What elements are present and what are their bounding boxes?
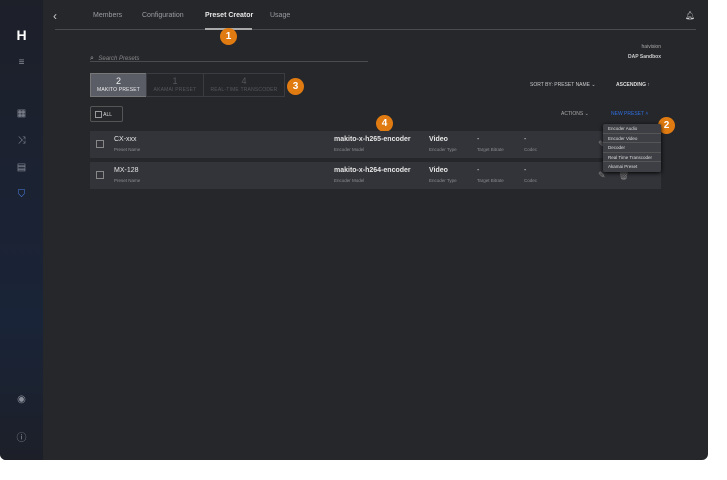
tab-configuration[interactable]: Configuration	[142, 12, 184, 19]
encoder-type: Video	[429, 136, 448, 143]
edit-icon[interactable]: ✎	[598, 139, 606, 149]
new-preset-button[interactable]: NEW PRESET ˄	[611, 111, 649, 117]
target-bitrate-label: Target Bitrate	[477, 147, 504, 152]
menu-item-decoder[interactable]: Decoder	[603, 143, 661, 153]
callout-1: 1	[220, 28, 237, 45]
tab-divider	[55, 29, 696, 30]
callout-3: 3	[287, 78, 304, 95]
row-checkbox[interactable]	[96, 140, 104, 148]
haivision-logo: H	[16, 27, 27, 43]
search-icon: ⌕	[90, 55, 94, 62]
encoder-model-label: Encoder Model	[334, 178, 365, 183]
org-name: haivision	[641, 44, 661, 50]
codec-label: Codec	[524, 147, 538, 152]
help-icon[interactable]: ⓘ	[16, 433, 27, 444]
menu-item-encoder-video[interactable]: Encoder Video	[603, 134, 661, 143]
codec: -	[524, 136, 527, 143]
preset-name: MX-128	[114, 167, 139, 174]
preset-name-label: Preset Name	[114, 178, 141, 183]
select-all-button[interactable]: ALL	[90, 106, 123, 122]
delete-icon[interactable]: 🗑︎	[618, 170, 630, 180]
search-input[interactable]: ⌕ Search Presets	[90, 47, 368, 62]
edit-icon[interactable]: ✎	[598, 170, 606, 180]
workspace-name: DAP Sandbox	[628, 54, 661, 60]
segment-makito-preset[interactable]: 2 MAKITO PRESET	[90, 73, 147, 97]
menu-item-real-time-transcoder[interactable]: Real Time Transcoder	[603, 153, 661, 162]
tab-usage[interactable]: Usage	[270, 12, 291, 19]
preset-name-label: Preset Name	[114, 147, 141, 152]
menu-icon[interactable]: ≡	[18, 57, 25, 68]
notification-bell-icon[interactable]: 🔔︎	[685, 11, 696, 20]
segment-real-time-transcoder[interactable]: 4 REAL-TIME TRANSCODER	[203, 73, 285, 97]
routes-icon[interactable]: ⤨	[17, 135, 26, 146]
storage-icon[interactable]: ▤	[16, 162, 27, 173]
actions-dropdown[interactable]: ACTIONS ⌄	[561, 111, 589, 117]
search-placeholder: Search Presets	[98, 56, 140, 62]
app-window: H ≡ ▦ ⤨ ▤ ⛉ ◉ ⓘ ‹ Members Configuration …	[0, 0, 708, 460]
target-bitrate-label: Target Bitrate	[477, 178, 504, 183]
target-bitrate: -	[477, 167, 480, 174]
new-preset-menu: Encoder Audio Encoder Video Decoder Real…	[603, 124, 661, 172]
row-checkbox[interactable]	[96, 171, 104, 179]
encoder-model-label: Encoder Model	[334, 147, 365, 152]
shield-icon[interactable]: ⛉	[17, 189, 26, 200]
tab-members[interactable]: Members	[93, 12, 123, 19]
encoder-model: makito-x-h264-encoder	[334, 167, 411, 174]
encoder-type-label: Encoder Type	[429, 178, 457, 183]
segment-akamai-preset[interactable]: 1 AKAMAI PRESET	[146, 73, 204, 97]
preset-name: CX-xxx	[114, 136, 137, 143]
menu-item-akamai-preset[interactable]: Akamai Preset	[608, 164, 638, 169]
encoder-model: makito-x-h265-encoder	[334, 136, 411, 143]
callout-2: 2	[658, 117, 675, 134]
callout-4: 4	[376, 115, 393, 132]
menu-item-encoder-audio[interactable]: Encoder Audio	[603, 124, 661, 134]
encoder-type: Video	[429, 167, 448, 174]
codec-label: Codec	[524, 178, 538, 183]
back-icon[interactable]: ‹	[53, 9, 57, 23]
user-icon[interactable]: ◉	[17, 394, 26, 405]
codec: -	[524, 167, 527, 174]
sort-order-toggle[interactable]: ASCENDING ↑	[616, 82, 650, 88]
sort-dropdown[interactable]: SORT BY: PRESET NAME ⌄	[530, 82, 596, 88]
tab-preset-creator[interactable]: Preset Creator	[205, 12, 254, 19]
table-row[interactable]: CX-xxx Preset Name makito-x-h265-encoder…	[90, 131, 661, 158]
target-bitrate: -	[477, 136, 480, 143]
table-row[interactable]: MX-128 Preset Name makito-x-h264-encoder…	[90, 162, 661, 189]
sidebar: H ≡ ▦ ⤨ ▤ ⛉ ◉ ⓘ	[0, 0, 43, 460]
dashboard-icon[interactable]: ▦	[16, 108, 27, 119]
encoder-type-label: Encoder Type	[429, 147, 457, 152]
